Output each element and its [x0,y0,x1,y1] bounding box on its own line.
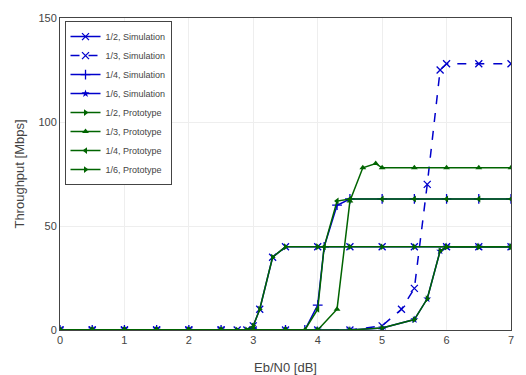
svg-text:1/3, Prototype: 1/3, Prototype [106,127,162,137]
svg-text:1: 1 [121,334,127,346]
svg-text:4: 4 [315,334,321,346]
svg-text:Throughput [Mbps]: Throughput [Mbps] [12,119,27,228]
svg-text:1/3, Simulation: 1/3, Simulation [106,51,166,61]
svg-text:1/6, Prototype: 1/6, Prototype [106,165,162,175]
svg-text:1/2, Prototype: 1/2, Prototype [106,108,162,118]
svg-text:1/6, Simulation: 1/6, Simulation [106,89,166,99]
svg-text:2: 2 [186,334,192,346]
svg-text:1/4, Simulation: 1/4, Simulation [106,70,166,80]
svg-text:Eb/N0 [dB]: Eb/N0 [dB] [254,360,317,375]
svg-text:3: 3 [250,334,256,346]
svg-text:5: 5 [379,334,385,346]
svg-text:1/2, Simulation: 1/2, Simulation [106,32,166,42]
svg-text:50: 50 [45,220,57,232]
svg-text:7: 7 [508,334,514,346]
svg-text:100: 100 [38,116,56,128]
svg-text:0: 0 [51,324,57,336]
svg-text:0: 0 [57,334,63,346]
svg-text:150: 150 [38,12,56,24]
svg-text:1/4, Prototype: 1/4, Prototype [106,146,162,156]
svg-text:6: 6 [444,334,450,346]
